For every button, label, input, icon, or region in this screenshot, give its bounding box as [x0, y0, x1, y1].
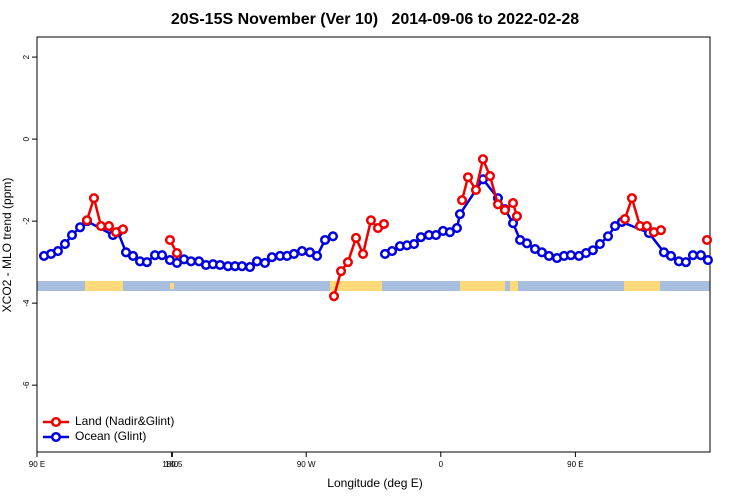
plot-frame [36, 36, 711, 453]
point [594, 239, 605, 250]
point [477, 154, 489, 165]
point [156, 250, 168, 261]
point [266, 252, 278, 263]
point [236, 261, 248, 272]
point [492, 199, 503, 210]
legend-marker [50, 416, 62, 428]
point [319, 234, 331, 246]
point [335, 266, 347, 277]
point [81, 215, 93, 226]
x-tick-label: 90 E [567, 460, 583, 469]
point [66, 230, 78, 241]
point [511, 211, 522, 222]
point [95, 220, 107, 232]
y-tick-label: -4 [22, 299, 31, 307]
point [543, 250, 554, 262]
point [587, 245, 598, 256]
point [507, 198, 519, 209]
x-axis-label: Longitude (deg E) [327, 476, 422, 490]
point [251, 256, 263, 267]
point [357, 248, 369, 259]
point [451, 223, 463, 234]
legend-marker [50, 431, 62, 443]
point [127, 250, 139, 262]
y-axis-label: XCO2 - MLO trend (ppm) [0, 178, 14, 313]
point [408, 239, 420, 250]
point [342, 257, 353, 268]
point [386, 246, 398, 257]
point [701, 234, 713, 246]
point [430, 230, 442, 241]
point [484, 170, 496, 182]
point [456, 195, 468, 206]
x-tick-label: 0 [439, 460, 444, 469]
point [244, 262, 256, 273]
point [259, 257, 270, 269]
point [88, 193, 100, 204]
point [185, 256, 197, 267]
point [665, 250, 677, 262]
point [444, 227, 455, 238]
point [454, 209, 465, 220]
point [215, 259, 226, 271]
x-tick-label: 90 W [297, 460, 316, 469]
y-tick-label: 0 [22, 136, 31, 141]
y-tick-label: 2 [22, 54, 31, 59]
point [462, 172, 474, 183]
y-tick-label: -6 [22, 381, 31, 389]
point [521, 238, 532, 249]
x-tick-label: 180 [165, 460, 179, 469]
point [365, 215, 377, 226]
point [680, 257, 691, 268]
point [311, 250, 323, 262]
x-tick-label: 180.5 [162, 460, 183, 469]
point [687, 250, 699, 261]
point [59, 239, 71, 250]
point [619, 214, 630, 225]
point [602, 231, 614, 242]
point [52, 246, 63, 257]
point [296, 246, 308, 257]
y-tick-label: -2 [22, 217, 31, 225]
point [415, 232, 426, 243]
point [655, 225, 666, 236]
point [378, 218, 390, 230]
point [328, 291, 340, 302]
legend-label: Ocean (Glint) [75, 429, 146, 443]
point [470, 184, 481, 196]
point [565, 250, 576, 261]
point [288, 248, 299, 259]
point [327, 231, 339, 242]
series-line [43, 177, 709, 269]
point [350, 232, 362, 243]
point [103, 220, 114, 232]
point [164, 234, 176, 246]
point [641, 220, 652, 232]
point [117, 224, 129, 235]
point [141, 257, 152, 268]
point [171, 248, 183, 259]
x-tick-label: 90 E [29, 460, 45, 469]
legend-label: Land (Nadir&Glint) [75, 414, 174, 428]
point [626, 193, 637, 204]
point [702, 255, 713, 266]
point [609, 220, 621, 232]
point [499, 205, 511, 216]
chart-title: 20S-15S November (Ver 10) 2014-09-06 to … [171, 11, 579, 28]
point [75, 222, 86, 233]
point [695, 250, 706, 261]
land-sea-strip [37, 281, 710, 291]
